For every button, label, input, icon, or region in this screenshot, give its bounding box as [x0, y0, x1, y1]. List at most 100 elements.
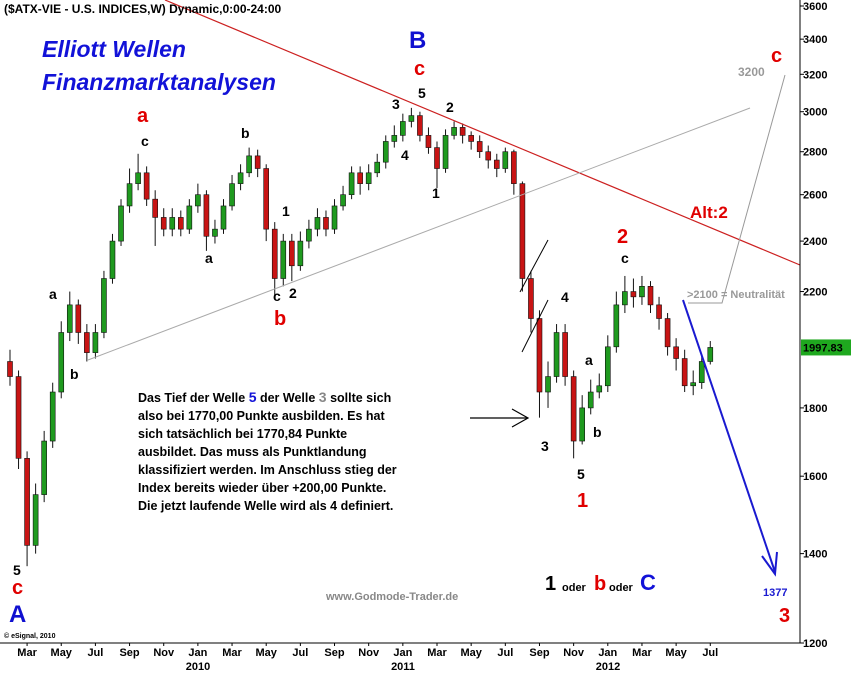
candle-body	[408, 115, 415, 122]
wave-label: 3	[779, 605, 790, 627]
candle-body	[15, 376, 22, 459]
wave-label: 5	[13, 562, 21, 578]
x-tick-label: Sep	[119, 647, 139, 659]
wave-label: A	[9, 601, 26, 628]
candle-body	[417, 115, 423, 136]
x-tick-label: Mar	[427, 647, 447, 659]
wave-label: c	[141, 133, 149, 149]
wave-label: 5	[418, 85, 426, 101]
candle-body	[212, 228, 218, 237]
candle-body	[570, 376, 577, 442]
y-tick-label: 3000	[803, 107, 827, 119]
candle-body	[289, 240, 295, 267]
candle-body	[528, 278, 534, 319]
wave-label: 1	[432, 185, 440, 201]
y-tick-label: 1400	[803, 549, 827, 561]
x-tick-label: Sep	[529, 647, 549, 659]
candle-body	[579, 407, 585, 442]
target-label: 3200	[738, 65, 765, 79]
x-tick-label: Mar	[222, 647, 242, 659]
wave-label: 1	[577, 490, 588, 512]
y-tick-label: 3200	[803, 69, 827, 81]
candle-body	[647, 286, 654, 306]
candle-body	[75, 304, 82, 333]
candle-body	[630, 291, 637, 298]
note-line: Das Tief der Welle 5 der Welle 3 sollte …	[138, 389, 391, 405]
candle-body	[519, 183, 526, 279]
support-line	[87, 107, 751, 361]
candle-body	[220, 205, 227, 230]
neutral-label: >2100 = Neutralität	[687, 289, 785, 301]
channel-line	[519, 239, 549, 293]
candle-body	[698, 361, 705, 383]
x-tick-label: May	[665, 647, 687, 659]
candle-body	[476, 141, 483, 153]
x-tick-label: Jan	[393, 647, 412, 659]
candle-body	[92, 332, 99, 353]
candle-body	[118, 205, 124, 242]
headline: Finanzmarktanalysen	[42, 69, 276, 95]
note-line: klassifiziert werden. Im Anschluss stieg…	[138, 463, 397, 477]
source: www.Godmode-Trader.de	[325, 591, 458, 603]
candle-body	[374, 161, 381, 174]
candle-body	[442, 135, 449, 169]
wave-label: 2	[617, 226, 628, 248]
wave-label: oder	[609, 582, 634, 594]
y-tick-label: 2400	[803, 236, 827, 248]
y-tick-label: 2600	[803, 190, 827, 202]
y-tick-label: 3400	[803, 34, 827, 46]
candle-body	[263, 168, 270, 230]
candle-body	[340, 194, 346, 207]
note-highlight: 5	[249, 389, 257, 405]
candle-body	[365, 172, 372, 184]
wave-label: 2	[446, 99, 454, 115]
candle-body	[41, 440, 47, 495]
plot-area	[7, 107, 714, 567]
candle-body	[656, 304, 662, 319]
year-label: 2010	[186, 661, 210, 673]
wave-label: 5	[577, 466, 585, 482]
copyright: © eSignal, 2010	[4, 632, 56, 640]
candle-body	[690, 382, 697, 387]
candle-body	[49, 391, 56, 442]
last-price-label: 1997.83	[803, 342, 843, 354]
wave-label: 1	[545, 573, 556, 595]
y-tick-label: 2800	[803, 147, 827, 159]
y-tick-label: 1800	[803, 403, 827, 415]
note-text: Das Tief der Welle	[138, 391, 249, 405]
candle-body	[382, 141, 389, 163]
candle-body	[306, 228, 312, 242]
wave-label: C	[640, 570, 656, 595]
wave-label: 1	[282, 203, 290, 219]
y-tick-label: 1600	[803, 471, 827, 483]
candle-body	[434, 147, 440, 169]
wave-label: a	[49, 286, 57, 302]
y-tick-label: 2200	[803, 287, 827, 299]
note-line: sich tatsächlich bei 1770,84 Punkte	[138, 427, 347, 441]
wave-label: 4	[561, 289, 569, 305]
wave-label: B	[409, 27, 426, 54]
x-tick-label: Jul	[87, 647, 103, 659]
wave-label: b	[241, 125, 250, 141]
candle-body	[425, 135, 432, 148]
x-tick-label: May	[255, 647, 277, 659]
candle-body	[24, 458, 30, 546]
candle-body	[169, 217, 176, 230]
wave-label: b	[70, 366, 79, 382]
wave-label: a	[137, 105, 149, 127]
candle-body	[604, 346, 611, 387]
wave-label: 2	[289, 285, 297, 301]
candle-body	[126, 183, 133, 207]
candle-body	[178, 217, 184, 230]
candle-body	[229, 183, 235, 207]
candle-body	[186, 205, 193, 230]
wave-label: 3	[392, 96, 400, 112]
candle-body	[203, 194, 210, 237]
candle-body	[459, 127, 466, 136]
wave-label: c	[273, 288, 281, 304]
x-tick-label: Nov	[358, 647, 380, 659]
x-tick-label: Mar	[632, 647, 652, 659]
candle-body	[502, 151, 509, 169]
